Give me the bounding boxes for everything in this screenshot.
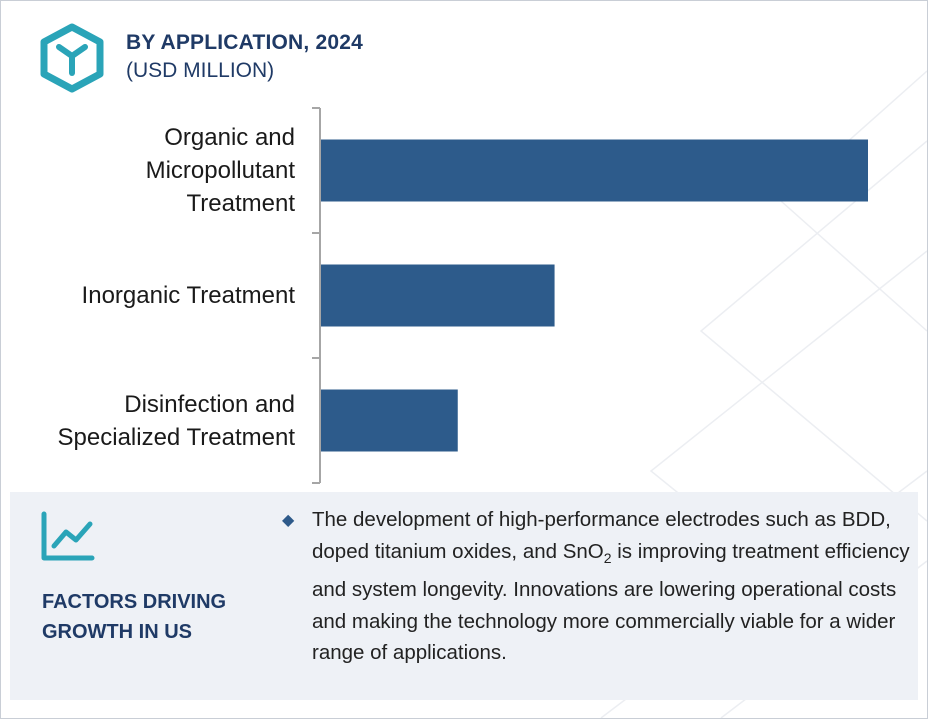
factors-heading-line: GROWTH IN US bbox=[42, 621, 192, 643]
trend-line-icon bbox=[41, 511, 95, 561]
factors-panel: FACTORS DRIVING GROWTH IN US ◆ The devel… bbox=[10, 492, 918, 700]
factors-text-subscript: 2 bbox=[603, 549, 612, 566]
chart-subtitle: (USD MILLION) bbox=[126, 59, 275, 82]
category-label-line: Treatment bbox=[186, 190, 295, 217]
bar bbox=[321, 139, 868, 202]
category-label-line: Specialized Treatment bbox=[57, 423, 295, 451]
factors-heading: FACTORS DRIVING GROWTH IN US bbox=[42, 587, 226, 647]
bar bbox=[321, 264, 555, 327]
factors-description: The development of high-performance elec… bbox=[312, 504, 912, 669]
chart-title: BY APPLICATION, 2024 bbox=[126, 31, 364, 54]
hexagon-y-logo-icon bbox=[40, 23, 104, 93]
category-label-line: Organic and bbox=[164, 124, 295, 151]
category-label: Disinfection and Specialized Treatment bbox=[10, 388, 295, 454]
bar bbox=[321, 389, 458, 452]
category-label: Organic and Micropollutant Treatment bbox=[10, 121, 295, 220]
category-label: Inorganic Treatment bbox=[10, 279, 295, 312]
factors-text-part: The development of high-performance elec… bbox=[312, 508, 891, 563]
category-label-line: Disinfection and bbox=[124, 390, 295, 418]
bar-chart bbox=[312, 107, 868, 484]
category-label-line: Inorganic Treatment bbox=[81, 282, 295, 309]
factors-text-part: is improving treatment efficiency and sy… bbox=[312, 539, 910, 665]
diamond-bullet-icon: ◆ bbox=[282, 512, 295, 529]
factors-heading-line: FACTORS DRIVING bbox=[42, 591, 227, 613]
category-label-line: Micropollutant bbox=[145, 157, 295, 184]
